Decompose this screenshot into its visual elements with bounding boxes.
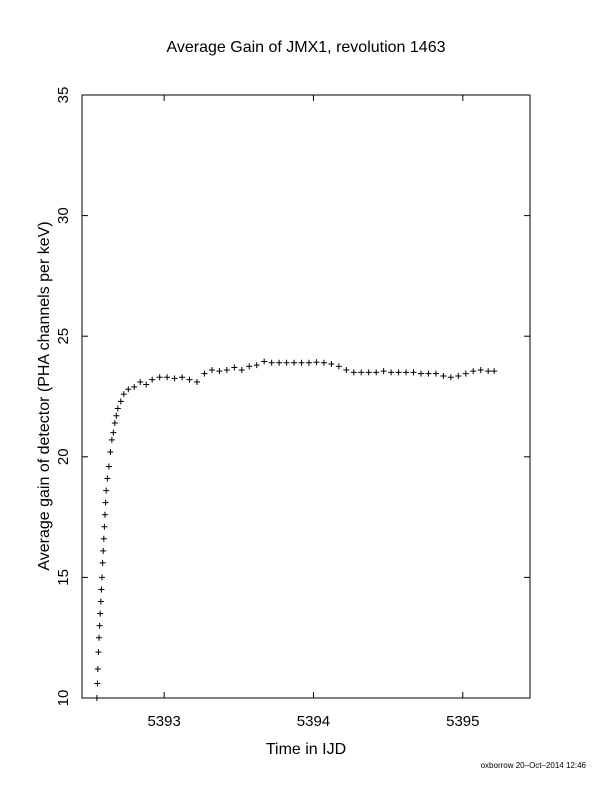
data-point-0-53 bbox=[313, 359, 320, 366]
data-point-0-70 bbox=[440, 372, 447, 379]
data-point-0-24 bbox=[114, 405, 121, 412]
data-point-0-71 bbox=[447, 374, 454, 381]
data-point-0-13 bbox=[101, 523, 108, 530]
data-point-0-11 bbox=[100, 547, 107, 554]
data-point-0-6 bbox=[97, 610, 104, 617]
data-point-0-65 bbox=[403, 369, 410, 376]
data-point-0-73 bbox=[462, 370, 469, 377]
data-point-0-40 bbox=[216, 368, 223, 375]
x-axis-label: Time in IJD bbox=[266, 741, 346, 758]
data-point-0-55 bbox=[328, 360, 335, 367]
data-point-0-3 bbox=[95, 649, 102, 656]
data-points bbox=[93, 358, 498, 701]
data-point-0-76 bbox=[485, 368, 492, 375]
data-point-0-32 bbox=[156, 374, 163, 381]
data-point-0-36 bbox=[186, 376, 193, 383]
data-point-0-56 bbox=[335, 363, 342, 370]
data-point-0-5 bbox=[96, 622, 103, 629]
data-point-0-72 bbox=[455, 372, 462, 379]
data-point-0-9 bbox=[99, 574, 106, 581]
data-point-0-54 bbox=[320, 359, 327, 366]
data-point-0-8 bbox=[98, 586, 105, 593]
data-point-0-31 bbox=[149, 376, 156, 383]
data-point-0-46 bbox=[261, 358, 268, 365]
data-point-0-2 bbox=[94, 666, 101, 673]
y-tick-label-4: 30 bbox=[55, 207, 72, 224]
data-point-0-16 bbox=[103, 487, 110, 494]
data-point-0-34 bbox=[171, 375, 178, 382]
data-point-0-20 bbox=[108, 436, 115, 443]
data-point-0-0 bbox=[93, 695, 100, 701]
data-point-0-63 bbox=[388, 369, 395, 376]
x-tick-label-0: 5393 bbox=[147, 713, 180, 730]
data-point-0-28 bbox=[131, 383, 138, 390]
data-point-0-57 bbox=[343, 366, 350, 373]
data-point-0-59 bbox=[358, 369, 365, 376]
data-point-0-23 bbox=[113, 412, 120, 419]
data-point-0-26 bbox=[120, 391, 127, 398]
data-point-0-35 bbox=[179, 374, 186, 381]
data-point-0-33 bbox=[164, 374, 171, 381]
data-point-0-4 bbox=[96, 634, 103, 641]
data-point-0-21 bbox=[110, 429, 117, 436]
data-point-0-62 bbox=[380, 368, 387, 375]
y-tick-label-3: 25 bbox=[55, 328, 72, 345]
data-point-0-77 bbox=[491, 368, 498, 375]
data-point-0-52 bbox=[305, 359, 312, 366]
data-point-0-66 bbox=[410, 369, 417, 376]
data-point-0-48 bbox=[276, 359, 283, 366]
data-point-0-12 bbox=[100, 535, 107, 542]
data-point-0-69 bbox=[432, 370, 439, 377]
data-point-0-60 bbox=[365, 369, 372, 376]
data-point-0-61 bbox=[373, 369, 380, 376]
chart-title: Average Gain of JMX1, revolution 1463 bbox=[167, 39, 446, 56]
data-point-0-10 bbox=[99, 559, 106, 566]
data-point-0-19 bbox=[107, 448, 114, 455]
axis-tick-labels: 5393 5394 5395 10 15 20 25 30 35 bbox=[55, 87, 479, 730]
data-point-0-42 bbox=[231, 364, 238, 371]
data-point-0-64 bbox=[395, 369, 402, 376]
data-point-0-74 bbox=[470, 368, 477, 375]
data-point-0-47 bbox=[268, 359, 275, 366]
data-point-0-68 bbox=[425, 370, 432, 377]
data-point-0-75 bbox=[477, 366, 484, 373]
y-tick-label-5: 35 bbox=[55, 87, 72, 104]
y-tick-label-0: 10 bbox=[55, 690, 72, 707]
data-point-0-7 bbox=[97, 598, 104, 605]
data-point-0-49 bbox=[283, 359, 290, 366]
data-point-0-1 bbox=[94, 680, 101, 687]
y-axis-label: Average gain of detector (PHA channels p… bbox=[36, 221, 53, 570]
footer-credit: oxborrow 20–Oct–2014 12:46 bbox=[481, 761, 587, 770]
axis-ticks bbox=[82, 94, 530, 699]
data-point-0-45 bbox=[253, 362, 260, 369]
data-point-0-18 bbox=[105, 463, 112, 470]
data-point-0-17 bbox=[104, 475, 111, 482]
data-point-0-29 bbox=[137, 379, 144, 386]
data-point-0-44 bbox=[246, 363, 253, 370]
data-point-0-25 bbox=[117, 398, 124, 405]
data-point-0-14 bbox=[101, 511, 108, 518]
data-point-0-50 bbox=[291, 359, 298, 366]
data-point-0-30 bbox=[143, 381, 150, 388]
data-point-0-27 bbox=[125, 386, 132, 393]
data-point-0-58 bbox=[350, 369, 357, 376]
data-point-0-41 bbox=[223, 366, 230, 373]
y-tick-label-2: 20 bbox=[55, 448, 72, 465]
y-tick-label-1: 15 bbox=[55, 569, 72, 586]
data-point-0-43 bbox=[238, 366, 245, 373]
data-point-0-37 bbox=[193, 379, 200, 386]
data-point-0-51 bbox=[298, 359, 305, 366]
data-point-0-39 bbox=[208, 366, 215, 373]
data-point-0-22 bbox=[111, 420, 118, 427]
x-tick-label-2: 5395 bbox=[446, 713, 479, 730]
x-tick-label-1: 5394 bbox=[297, 713, 330, 730]
data-point-0-38 bbox=[201, 370, 208, 377]
data-point-0-67 bbox=[417, 370, 424, 377]
plot-frame bbox=[81, 94, 531, 699]
data-point-0-15 bbox=[102, 499, 109, 506]
